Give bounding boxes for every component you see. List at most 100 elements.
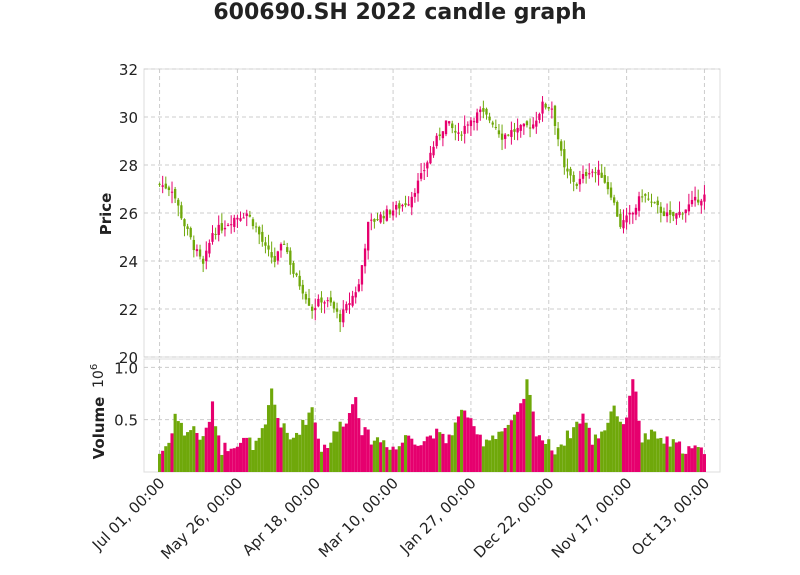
- volume-bar: [653, 431, 657, 472]
- candle-body: [357, 284, 360, 292]
- volume-bar: [553, 454, 557, 472]
- volume-bar: [388, 449, 392, 472]
- volume-bar: [257, 437, 261, 472]
- volume-bars: [158, 379, 706, 472]
- candle-body: [177, 199, 180, 206]
- volume-bar: [335, 431, 339, 472]
- candle-body: [183, 219, 186, 227]
- volume-bar: [435, 428, 439, 472]
- price-tick-label: 20: [119, 349, 138, 367]
- volume-bar: [587, 427, 591, 472]
- candle-body: [522, 123, 526, 127]
- candle-body: [167, 187, 171, 191]
- volume-bar: [677, 441, 682, 472]
- candle-body: [622, 220, 625, 229]
- candle-body: [556, 128, 560, 140]
- candle-body: [507, 134, 510, 136]
- volume-bar: [304, 424, 308, 472]
- candle-body: [640, 196, 644, 198]
- price-tick-label: 22: [119, 301, 138, 319]
- volume-bar: [562, 445, 566, 472]
- date-tick-label: Mar 10, 00:00: [315, 474, 402, 561]
- candle-body: [354, 292, 357, 298]
- volume-bar: [463, 410, 467, 472]
- candle-body: [451, 123, 454, 129]
- candle-body: [379, 214, 382, 223]
- volume-bar: [254, 440, 258, 472]
- volume-bar: [238, 442, 243, 472]
- candle-body: [619, 213, 622, 227]
- date-tick-label: May 26, 00:00: [157, 474, 246, 563]
- candle-body: [494, 126, 497, 128]
- volume-bar: [581, 413, 585, 472]
- volume-tick-label: 1.0: [114, 359, 138, 377]
- volume-bar: [347, 413, 352, 472]
- candle-body: [662, 211, 666, 217]
- price-tick-label: 26: [119, 205, 138, 223]
- volume-scale-exponent: 106: [89, 364, 107, 388]
- candle-body: [189, 228, 192, 238]
- volume-bar: [173, 413, 177, 472]
- candle-body: [292, 262, 295, 274]
- volume-bar: [394, 449, 398, 472]
- volume-bar: [556, 447, 560, 472]
- candle-body: [441, 131, 445, 139]
- candle-body: [404, 203, 407, 206]
- candle-body: [628, 212, 631, 215]
- candle-body: [233, 217, 236, 227]
- candle-body: [208, 242, 211, 254]
- candle-body: [650, 201, 653, 203]
- candle-body: [314, 308, 317, 311]
- candle-body: [541, 101, 544, 114]
- candle-body: [535, 120, 538, 127]
- candle-body: [510, 130, 513, 137]
- price-tick-label: 28: [119, 157, 138, 175]
- candle-body: [173, 188, 177, 199]
- candle-body: [342, 309, 345, 323]
- volume-bar: [559, 444, 563, 472]
- candle-body: [532, 124, 535, 129]
- candle-body: [239, 218, 242, 221]
- volume-bar: [537, 435, 541, 472]
- volume-bar: [540, 440, 545, 472]
- candle-body: [395, 204, 398, 210]
- volume-bar: [565, 430, 569, 472]
- volume-tick-label: 0.5: [114, 412, 138, 430]
- volume-bar: [360, 435, 364, 472]
- candle-body: [566, 168, 569, 172]
- volume-bar: [640, 442, 644, 472]
- price-tick-label: 24: [119, 253, 138, 271]
- candle-body: [373, 218, 376, 222]
- volume-bar: [201, 436, 205, 472]
- candle-body: [504, 134, 507, 139]
- candle-body: [591, 171, 594, 173]
- candle-body: [332, 302, 336, 309]
- candle-body: [609, 187, 613, 198]
- candle-body: [690, 199, 694, 205]
- candle-body: [560, 141, 563, 151]
- volume-bar: [354, 397, 358, 472]
- volume-bar: [522, 398, 526, 472]
- candle-body: [472, 121, 476, 123]
- volume-bar: [447, 434, 451, 472]
- volume-bar: [506, 424, 510, 472]
- volume-bar: [198, 439, 202, 472]
- volume-axis-label: Volume: [90, 397, 108, 460]
- volume-bar: [699, 447, 703, 472]
- volume-bar: [207, 421, 211, 472]
- candle-body: [345, 304, 348, 311]
- candle-body: [538, 113, 541, 120]
- volume-bar: [478, 434, 482, 472]
- candle-body: [251, 219, 255, 227]
- candle-body: [572, 175, 575, 182]
- candle-body: [192, 239, 195, 251]
- candle-body: [457, 132, 460, 134]
- candle-body: [195, 249, 199, 252]
- candle-body: [700, 200, 703, 206]
- volume-bar: [572, 427, 576, 472]
- candle-body: [669, 210, 672, 215]
- volume-bar: [332, 431, 336, 472]
- volume-bar: [646, 439, 650, 472]
- date-tick-label: Jan 27, 00:00: [396, 474, 480, 558]
